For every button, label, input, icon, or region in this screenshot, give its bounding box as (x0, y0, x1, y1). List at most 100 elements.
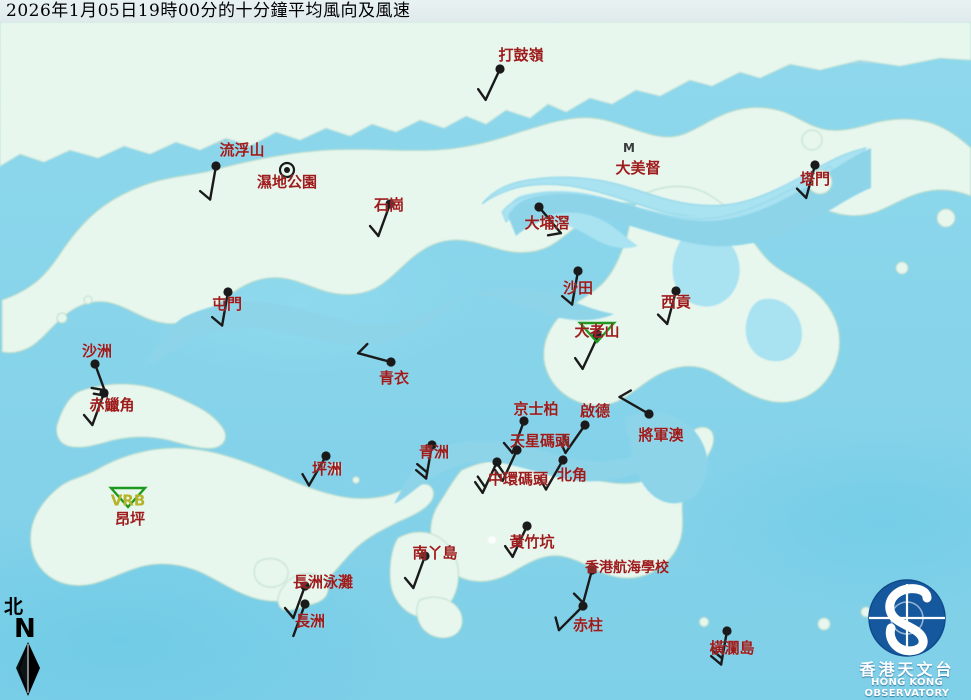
station-label[interactable]: 橫瀾島 (709, 639, 755, 657)
compass-label-zh: 北 (4, 596, 24, 618)
station-label[interactable]: 中環碼頭 (487, 470, 549, 488)
wind-station[interactable] (656, 286, 681, 326)
wind-station[interactable] (301, 451, 331, 487)
barb-feather (558, 439, 567, 455)
station-label[interactable]: 啟德 (579, 402, 611, 420)
wind-station[interactable] (403, 551, 430, 590)
station-missing-marker: M (623, 141, 635, 155)
high-station-triangle (108, 486, 148, 509)
wind-station[interactable] (283, 581, 310, 620)
station-label[interactable]: 北角 (556, 466, 588, 484)
station-dot (512, 445, 522, 455)
barb-shaft (208, 164, 218, 201)
station-label[interactable]: 打鼓嶺 (498, 46, 544, 64)
station-label[interactable]: 西貢 (660, 293, 692, 311)
station-label[interactable]: 南丫島 (412, 544, 458, 562)
wind-station[interactable] (795, 160, 820, 200)
station-dot (99, 388, 109, 398)
station-dot (671, 286, 681, 296)
hko-name-zh: 香港天文台 (859, 660, 955, 679)
barb-shaft (805, 163, 817, 200)
barb-shaft (220, 290, 230, 327)
compass-label-en: N (14, 614, 36, 644)
tolo-channel (508, 148, 871, 247)
victoria-harbour (394, 428, 694, 504)
station-label[interactable]: 赤鱲角 (89, 396, 135, 414)
wind-station[interactable] (534, 202, 563, 237)
barb-feather (82, 413, 94, 427)
wind-station[interactable] (356, 342, 396, 367)
wind-station[interactable] (573, 321, 617, 371)
wind-station[interactable] (493, 445, 522, 483)
barb-feather (709, 654, 723, 666)
wind-station[interactable] (554, 601, 588, 632)
wind-station[interactable] (292, 599, 310, 638)
wind-station[interactable] (473, 457, 502, 495)
landmass-mainland (0, 21, 971, 167)
station-label[interactable]: 石崗 (373, 196, 405, 214)
station-dot (534, 202, 544, 212)
barb-feather (368, 224, 380, 238)
landmass-hong-kong-island (430, 426, 715, 583)
station-dot (573, 266, 583, 276)
wind-station[interactable] (558, 420, 590, 455)
wind-station[interactable] (572, 565, 597, 605)
wind-station[interactable] (560, 266, 583, 306)
wind-station[interactable] (82, 388, 109, 427)
station-label[interactable]: 大埔滘 (524, 214, 570, 232)
station-dot (223, 287, 233, 297)
station-label[interactable]: 昂坪 (114, 510, 146, 528)
wind-station[interactable] (502, 416, 529, 455)
wind-station[interactable] (108, 486, 148, 509)
wind-station[interactable] (198, 161, 221, 201)
hko-name-en: HONG KONG OBSERVATORY (864, 677, 950, 699)
north-arrow-icon (16, 642, 40, 696)
wind-station[interactable] (538, 455, 568, 491)
wind-station[interactable] (278, 161, 296, 179)
station-label[interactable]: 塔門 (799, 170, 831, 188)
barb-feather (538, 476, 548, 491)
station-dot (644, 409, 654, 419)
station-label[interactable]: 長洲 (294, 612, 326, 630)
barb-feather (283, 606, 295, 620)
station-label[interactable]: 京士柏 (513, 400, 559, 418)
calm-outer-ring (278, 161, 296, 179)
barb-feather (503, 544, 514, 559)
station-label[interactable]: 青衣 (378, 369, 410, 387)
wind-station[interactable] (618, 389, 654, 419)
station-label[interactable]: 香港航海學校 (585, 560, 669, 576)
station-dot (495, 64, 505, 74)
wind-station[interactable] (476, 64, 505, 102)
station-label[interactable]: 天星碼頭 (509, 432, 571, 450)
station-label[interactable]: 沙洲 (81, 342, 113, 360)
wind-station[interactable] (414, 440, 437, 480)
station-label[interactable]: 大老山 (574, 322, 620, 340)
wind-station[interactable] (503, 521, 532, 559)
station-label[interactable]: 赤柱 (572, 616, 604, 634)
station-dot (522, 521, 532, 531)
wind-station[interactable] (709, 626, 732, 666)
station-dot (300, 581, 310, 591)
station-label[interactable]: 黃竹坑 (509, 533, 555, 551)
station-label[interactable]: 坪洲 (311, 460, 343, 478)
barb-feather (560, 294, 574, 306)
station-dot (321, 451, 331, 461)
station-dot (519, 416, 529, 426)
barb-feather (795, 187, 808, 200)
station-label[interactable]: 濕地公園 (256, 173, 318, 191)
station-label[interactable]: 將軍澳 (638, 426, 684, 444)
wind-station[interactable] (368, 199, 395, 238)
wind-station[interactable] (210, 287, 233, 327)
station-label[interactable]: 沙田 (562, 279, 594, 297)
station-label[interactable]: 屯門 (211, 295, 243, 313)
station-label[interactable]: 大美督 (615, 159, 661, 177)
station-dot (587, 565, 597, 575)
barb-feather (301, 472, 311, 487)
barb-shaft (544, 458, 565, 491)
barb-shaft (91, 391, 106, 427)
station-label[interactable]: 青洲 (418, 443, 450, 461)
station-label[interactable]: 長洲泳灘 (292, 573, 354, 591)
station-dot (722, 626, 732, 636)
station-dot (810, 160, 820, 170)
station-label[interactable]: 流浮山 (219, 141, 265, 159)
